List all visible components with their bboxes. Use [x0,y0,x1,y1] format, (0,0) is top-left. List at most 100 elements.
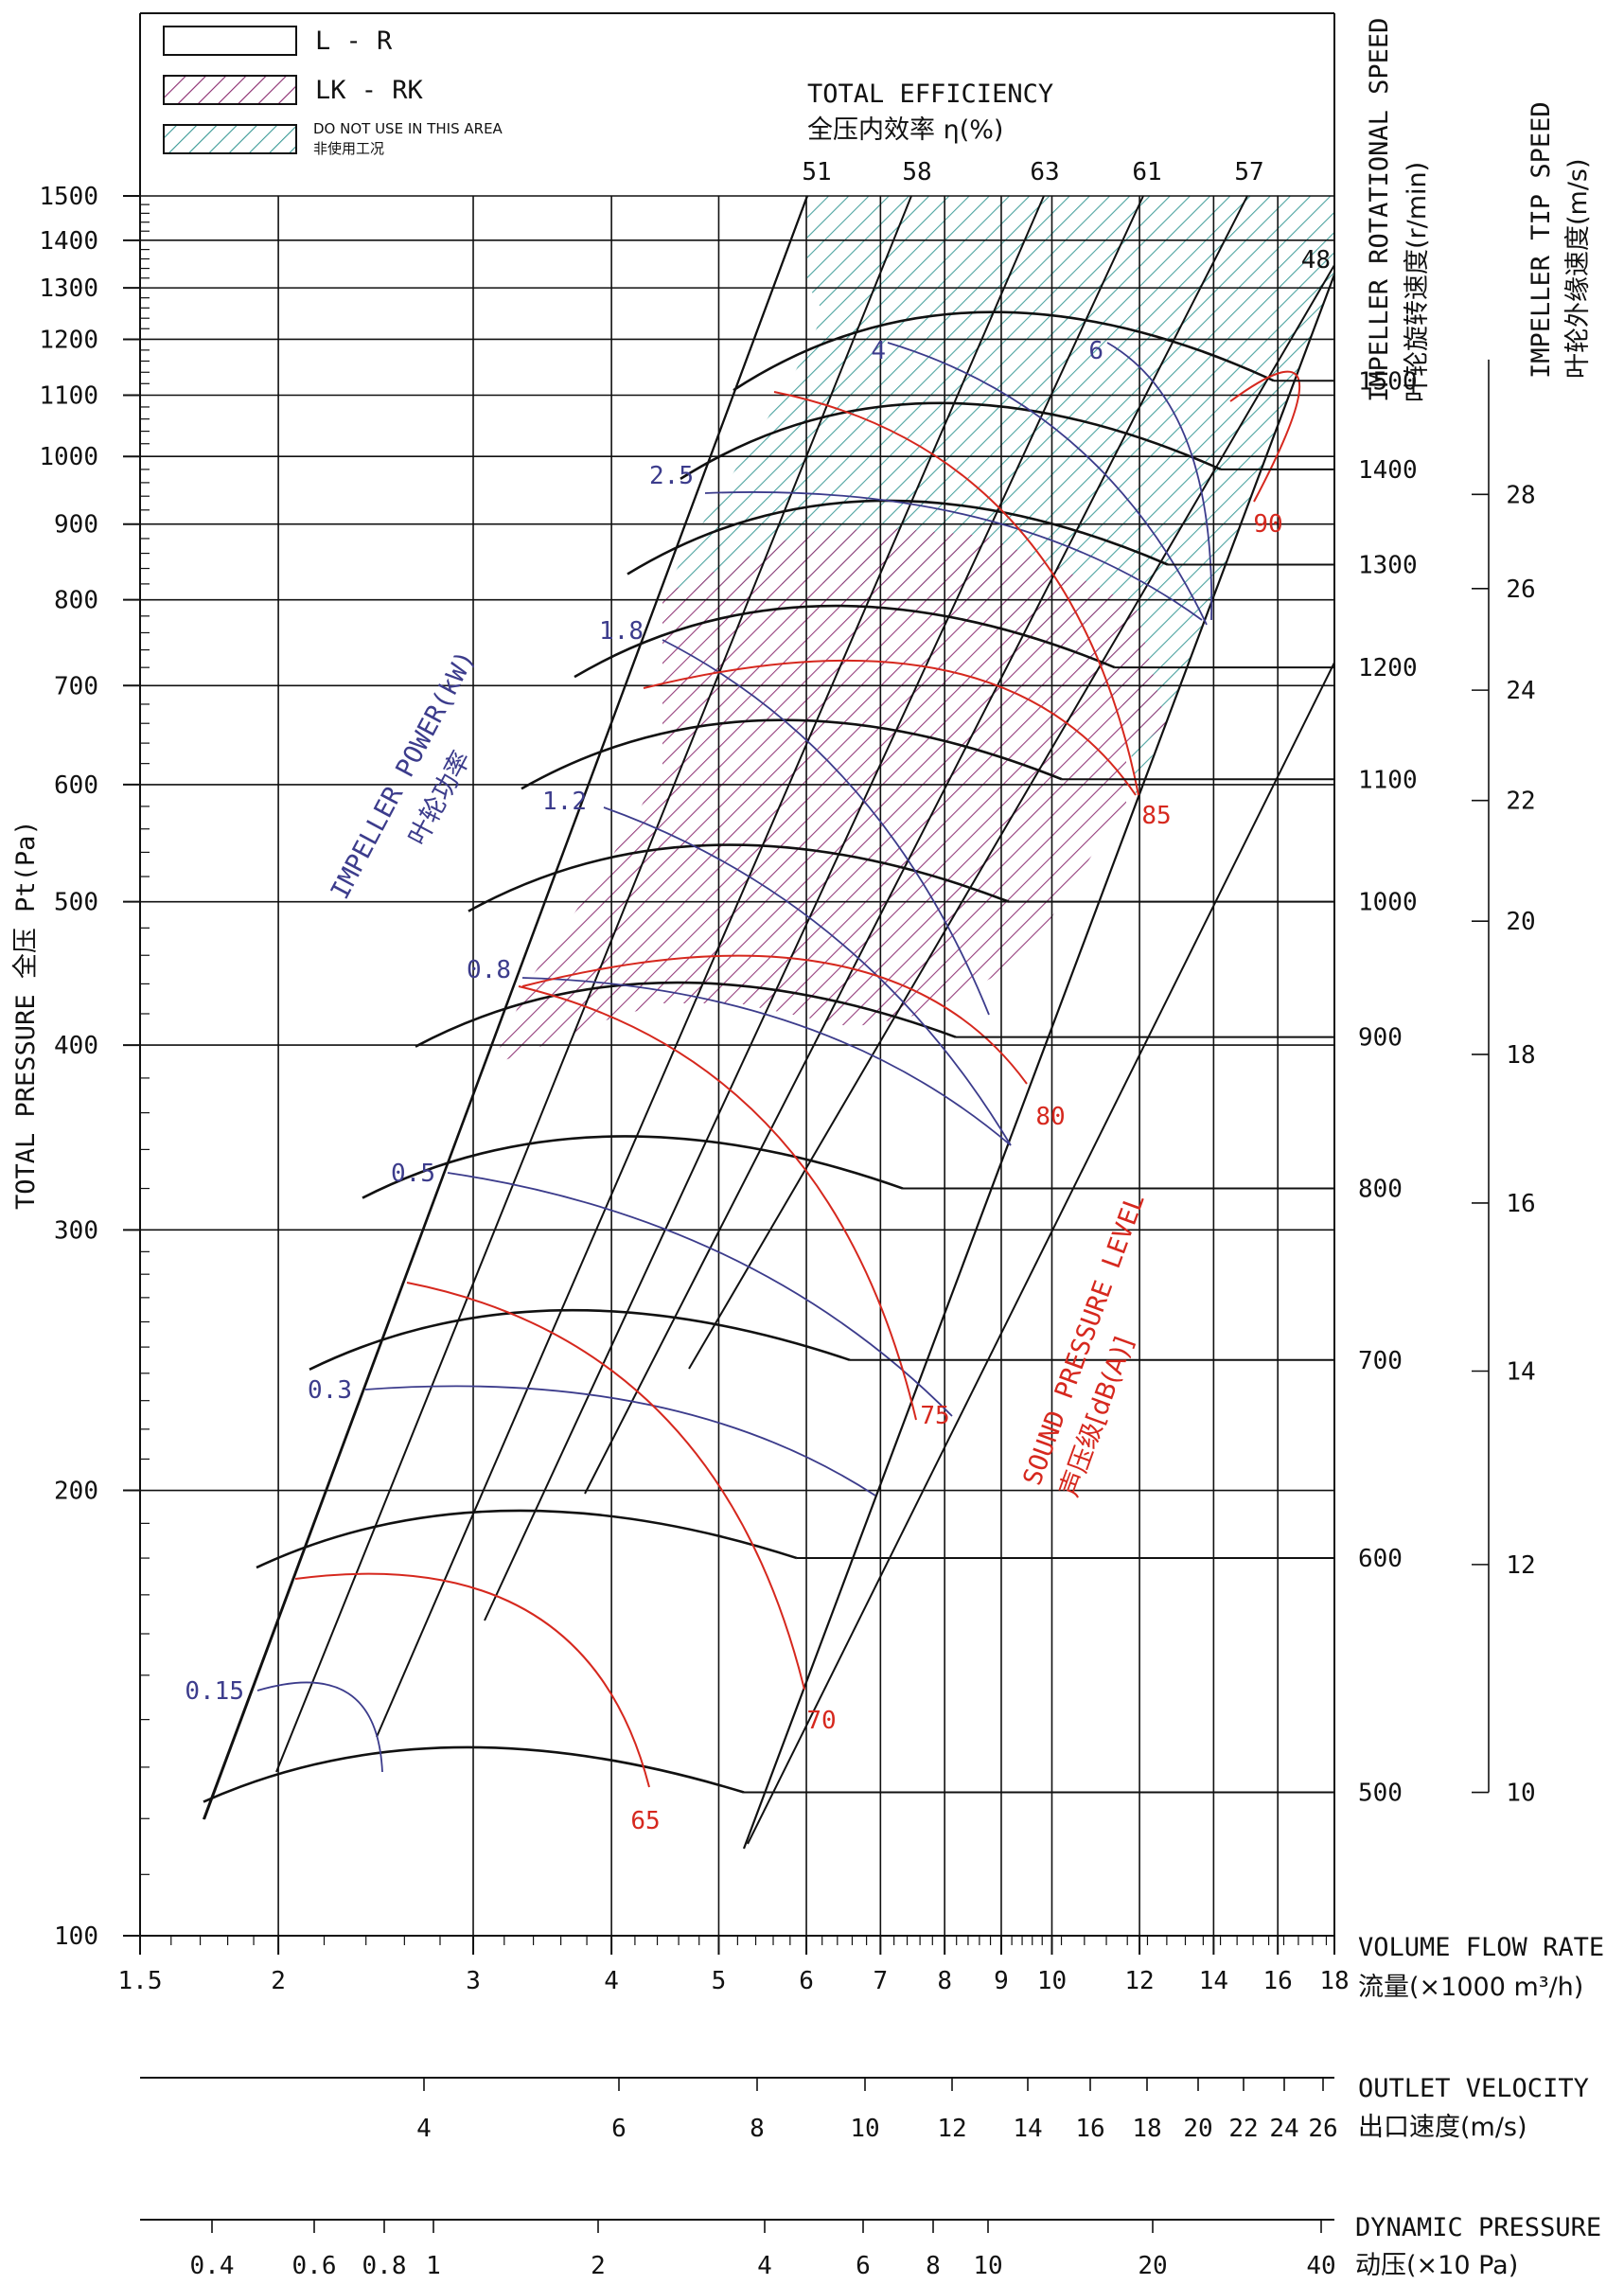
efficiency-labels: 51 58 63 61 57 48 [802,158,1331,275]
speed-label: 1500 [1358,367,1418,396]
speed-curve [309,1308,851,1371]
speed-label: 1200 [1358,654,1418,682]
grid [140,195,1334,1936]
speed-curve [415,981,957,1048]
sound-curves [294,370,1301,1788]
x-tick-label: 6 [799,1967,814,1995]
y-axis: 100 200 300 400 500 600 700 800 900 1000 1100 1200 1… [39,183,150,1951]
x-tick-label: 3 [466,1967,481,1995]
velocity-label: 20 [1183,2115,1212,2143]
power-label: 1.2 [542,788,587,816]
sound-curve [643,659,1137,796]
y-tick-label: 1300 [39,275,98,303]
dynamic-label: 40 [1306,2252,1335,2280]
x-axis: 1.5 2 3 4 5 6 7 8 9 10 12 14 16 18 [118,1936,1350,1995]
velocity-label: 8 [750,2115,765,2143]
x-tick-label: 18 [1319,1967,1349,1995]
y-tick-label: 800 [54,587,98,615]
x-axis-title-cn: 流量(×1000 m³/h) [1358,1973,1583,2002]
dynamic-pressure-scale: 0.4 0.6 0.8 1 2 4 6 8 10 20 40 [140,2219,1336,2280]
legend-label-lkrk: LK - RK [315,76,424,105]
speed-label: 600 [1358,1545,1403,1573]
x-tick-label: 16 [1263,1967,1293,1995]
sound-curve [294,1572,650,1788]
sound-curve [773,391,1139,796]
efficiency-label: 61 [1132,158,1161,186]
velocity-label: 18 [1132,2115,1161,2143]
efficiency-line [275,195,912,1773]
sound-label: 80 [1035,1103,1065,1131]
sound-curve [521,954,1028,1085]
tip-label: 20 [1506,908,1535,936]
speed-curve [521,718,1063,790]
y-tick-label: 200 [54,1478,98,1506]
dynamic-label: 0.8 [362,2252,407,2280]
speed-curve [203,1745,745,1803]
velocity-label: 26 [1308,2115,1337,2143]
y-tick-label: 1000 [39,443,98,471]
speed-label: 800 [1358,1176,1403,1204]
speed-label: 1400 [1358,456,1418,485]
efficiency-label: 58 [902,158,931,186]
legend-swatch-nouse [163,124,297,154]
efficiency-title: TOTAL EFFICIENCY [807,80,1053,109]
efficiency-label: 63 [1030,158,1059,186]
speed-label: 1300 [1358,552,1418,580]
outlet-velocity-title: OUTLET VELOCITY [1358,2074,1589,2103]
sound-curve [406,1282,805,1691]
velocity-label: 10 [850,2115,879,2143]
efficiency-label: 51 [802,158,831,186]
y-tick-label: 400 [54,1032,98,1060]
x-tick-label: 9 [994,1967,1009,1995]
speed-curve [468,843,1010,912]
power-curves [256,342,1213,1773]
tip-label: 16 [1506,1190,1535,1218]
power-label: 6 [1088,337,1103,365]
y-tick-label: 700 [54,672,98,700]
tip-label: 26 [1506,576,1535,604]
dynamic-label: 0.4 [190,2252,235,2280]
power-label: 0.5 [391,1160,435,1188]
dynamic-label: 0.6 [292,2252,337,2280]
sound-label: 75 [920,1402,949,1430]
x-tick-label: 7 [874,1967,889,1995]
efficiency-label: 57 [1234,158,1263,186]
power-curve [364,1385,876,1497]
y-tick-label: 1400 [39,227,98,256]
x-tick-label: 14 [1199,1967,1228,1995]
x-tick-label: 8 [937,1967,952,1995]
hatch-regions [492,196,1334,1065]
rotational-speed-scale: 500 600 700 800 900 1000 1100 1200 1300 1400 1500 [744,367,1418,1808]
region-do-not-use [662,196,1334,795]
dynamic-pressure-title-cn: 动压(×10 Pa) [1355,2251,1518,2280]
sound-label: 65 [630,1807,660,1835]
y-tick-label: 1200 [39,326,98,354]
power-label: 0.15 [185,1677,244,1706]
y-tick-label: 600 [54,771,98,800]
dynamic-label: 8 [926,2252,941,2280]
efficiency-title-cn: 全压内效率 η(%) [807,115,1003,145]
legend-label-lr: L - R [315,27,393,56]
velocity-label: 16 [1075,2115,1104,2143]
y-tick-label: 1100 [39,382,98,411]
x-tick-label: 12 [1124,1967,1154,1995]
tip-label: 18 [1506,1041,1535,1070]
sound-curve [518,985,917,1421]
velocity-label: 4 [416,2115,432,2143]
sound-label: 90 [1253,510,1282,539]
power-label: 0.8 [467,956,511,984]
legend-swatch-lkrk [163,75,297,105]
sound-label: 70 [806,1707,836,1735]
y-tick-label: 900 [54,511,98,540]
region-lk-rk [492,528,1166,1065]
boundary-right [742,274,1336,1850]
speed-curve [627,499,1169,576]
power-curve [603,806,1012,1146]
speed-label: 1000 [1358,889,1418,917]
y-tick-label: 500 [54,889,98,917]
velocity-label: 22 [1228,2115,1258,2143]
speed-label: 500 [1358,1780,1403,1808]
speed-label: 1100 [1358,766,1418,794]
efficiency-line [584,195,1248,1495]
